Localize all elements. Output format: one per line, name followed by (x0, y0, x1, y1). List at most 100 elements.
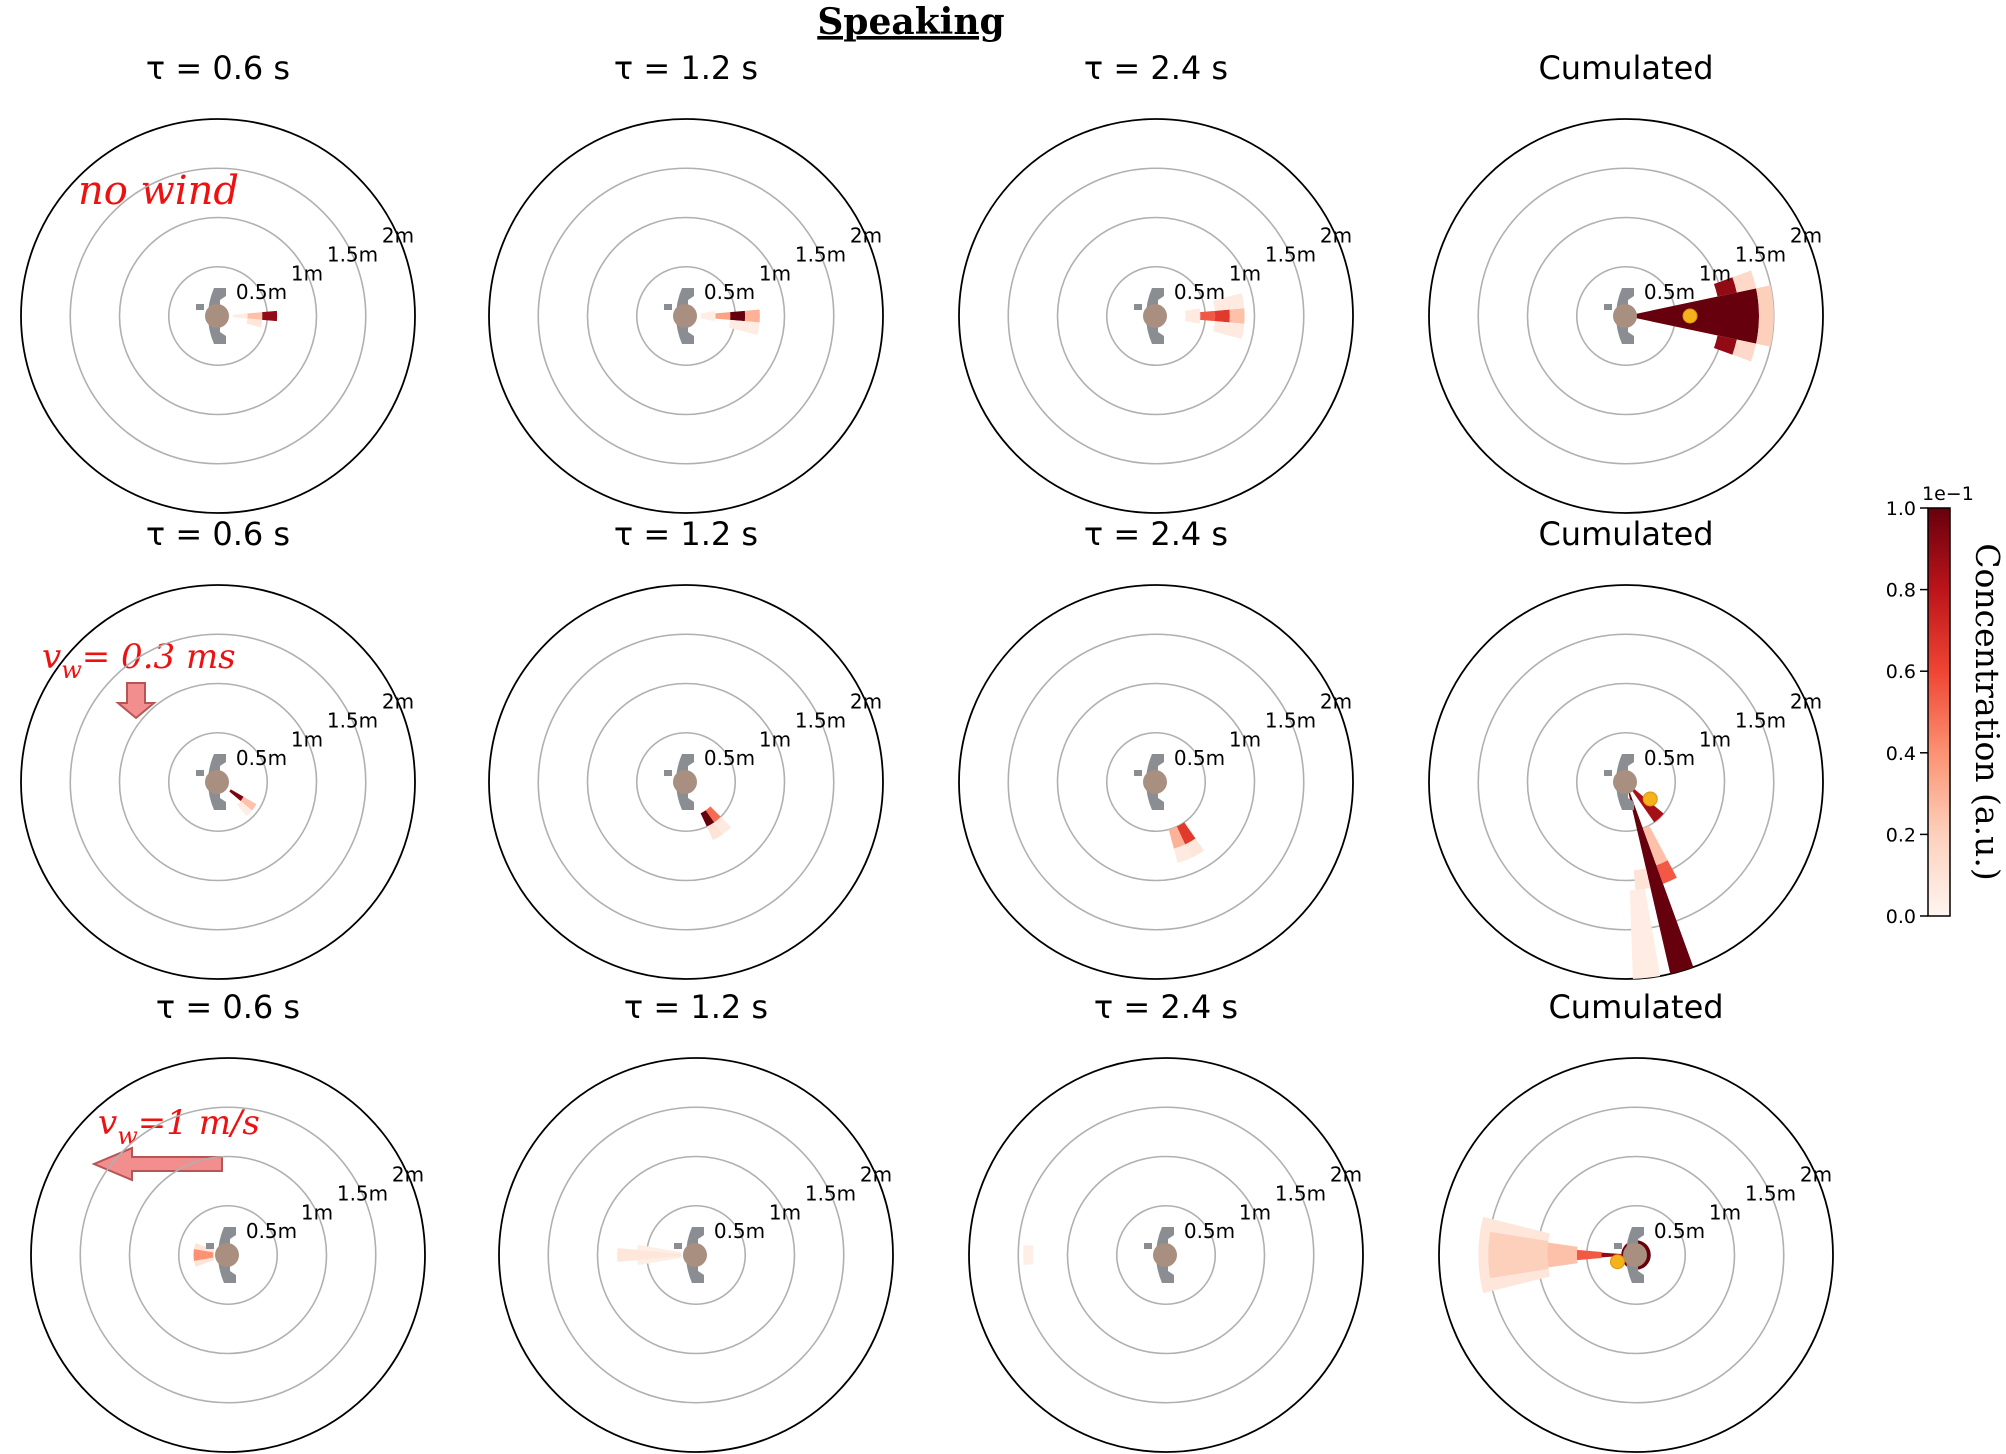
speaker-icon (674, 1227, 707, 1283)
radial-tick-label: 1m (1699, 727, 1731, 751)
radial-tick-label: 1.5m (1745, 1181, 1796, 1205)
radial-tick-label: 1m (301, 1200, 333, 1224)
grid-ring (167, 731, 269, 833)
radial-tick-label: 2m (382, 224, 414, 248)
radial-tick-label: 1.5m (1265, 242, 1316, 266)
radial-tick-label: 0.5m (246, 1219, 297, 1243)
outer-ring (1428, 118, 1824, 514)
concentration-cell (637, 1256, 682, 1266)
grid-ring (1575, 731, 1677, 833)
speaker-icon (196, 288, 229, 344)
concentration-cell (1168, 826, 1186, 849)
concentration-cell (1229, 308, 1245, 324)
colorbar-tick-label: 0.6 (1886, 661, 1916, 683)
concentration-cell (232, 313, 248, 319)
colorbar-exponent: 1e−1 (1922, 483, 1974, 505)
concentration-cell (637, 1244, 682, 1254)
outer-ring (958, 584, 1354, 980)
panel-title: τ = 1.2 s (614, 49, 758, 87)
concentration-cell (700, 310, 716, 322)
concentration-cell (1732, 270, 1757, 293)
concentration-cell (1656, 860, 1677, 884)
outer-ring (958, 118, 1354, 514)
colorbar-tick-label: 0.2 (1886, 824, 1916, 846)
concentration-cell (1642, 825, 1668, 866)
concentration-cell (1629, 888, 1661, 979)
radial-tick-label: 1m (759, 727, 791, 751)
concentration-cell (1214, 309, 1230, 323)
concentration-cell (1713, 335, 1737, 355)
colorbar: 1e−1 0.0 0.2 0.4 0.6 0.8 1.0 Concentration (a… (1886, 483, 2006, 928)
grid-ring (586, 682, 786, 882)
grid-ring (537, 167, 835, 465)
radial-tick-label: 2m (1790, 224, 1822, 248)
concentration-cell (1756, 285, 1774, 347)
radial-tick-label: 1m (759, 261, 791, 285)
outer-ring (1428, 584, 1824, 980)
concentration-cell (1633, 868, 1651, 890)
radial-tick-label: 1.5m (1735, 708, 1786, 732)
radial-tick-label: 2m (1320, 690, 1352, 714)
speaker-icon (664, 288, 697, 344)
concentration-cell (194, 1243, 215, 1253)
radial-tick-label: 2m (392, 1163, 424, 1187)
speaker-icon (1134, 754, 1167, 810)
panel-title: τ = 0.6 s (146, 515, 290, 553)
radial-tick-label: 0.5m (714, 1219, 765, 1243)
concentration-cell (229, 789, 244, 801)
panel-title: Cumulated (1548, 988, 1723, 1026)
radial-tick-label: 0.5m (1644, 280, 1695, 304)
grid-ring (1477, 633, 1775, 931)
radial-tick-label: 2m (382, 690, 414, 714)
radial-tick-label: 2m (850, 690, 882, 714)
grid-ring (1526, 682, 1726, 882)
grid-ring (1105, 731, 1207, 833)
figure-title: Speaking (817, 1, 1004, 43)
radial-tick-label: 1m (1229, 261, 1261, 285)
concentration-cell (617, 1248, 682, 1262)
centroid-marker (1682, 308, 1698, 324)
grid-ring (177, 1204, 279, 1306)
radial-tick-label: 1.5m (1265, 708, 1316, 732)
annotation-row-2-value: = 0.3 ms (82, 637, 236, 677)
radial-tick-label: 1.5m (1275, 1181, 1326, 1205)
radial-tick-label: 1.5m (805, 1181, 856, 1205)
concentration-cell (1176, 822, 1196, 845)
radial-tick-label: 0.5m (704, 280, 755, 304)
annotation-row-2: vw= 0.3 ms (42, 637, 236, 684)
outer-ring (498, 1057, 894, 1453)
grid-ring (1017, 1106, 1315, 1404)
annotation-row-2-subscript: w (61, 656, 82, 684)
concentration-cell (193, 1249, 214, 1261)
radial-tick-label: 2m (860, 1163, 892, 1187)
radial-tick-label: 1.5m (327, 242, 378, 266)
grid-ring (1056, 216, 1256, 416)
annotation-row-3-symbol: v (98, 1103, 117, 1143)
grid-ring (537, 633, 835, 931)
speaker-icon (1604, 754, 1637, 810)
outer-ring (20, 118, 416, 514)
concentration-cell (1213, 321, 1245, 339)
outer-ring (968, 1057, 1364, 1453)
panel-title: τ = 0.6 s (146, 49, 290, 87)
annotation-row-3-subscript: w (117, 1122, 138, 1150)
concentration-cell (1185, 838, 1205, 858)
colorbar-tick-label: 0.4 (1886, 743, 1916, 765)
grid-ring (118, 216, 318, 416)
concentration-cell (700, 810, 715, 827)
radial-tick-label: 1m (291, 727, 323, 751)
concentration-cell (1023, 1245, 1034, 1265)
radial-tick-label: 0.5m (1644, 746, 1695, 770)
radial-tick-label: 2m (1790, 690, 1822, 714)
outer-ring (20, 584, 416, 980)
grid-ring (79, 1106, 377, 1404)
concentration-cell (246, 318, 263, 328)
radial-tick-label: 0.5m (1174, 746, 1225, 770)
